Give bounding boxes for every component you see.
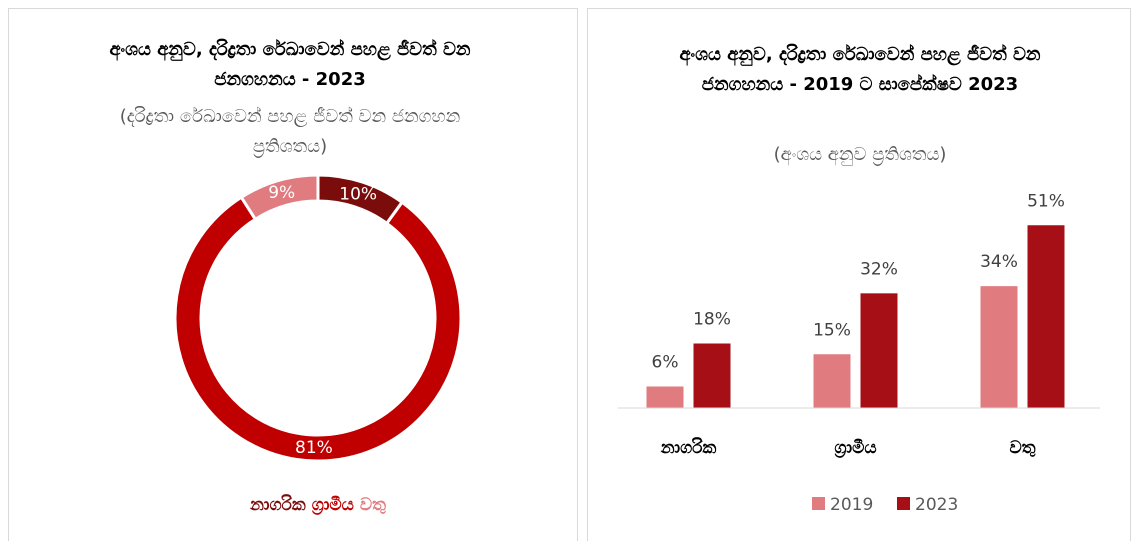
bar <box>980 286 1018 408</box>
data-label: 15% <box>813 320 851 340</box>
chart-subtitle: (අංශය අනුව ප්‍රතිශතය) <box>773 144 947 165</box>
bar <box>1027 225 1065 408</box>
legend-label: නාගරික <box>249 494 306 515</box>
right-panel <box>587 8 1131 541</box>
bar <box>860 293 898 408</box>
legend-swatch <box>812 497 825 510</box>
donut-slice <box>173 195 463 463</box>
data-label: 51% <box>1027 191 1065 211</box>
x-tick-label: නාගරික <box>660 437 717 458</box>
data-label: 81% <box>295 438 333 458</box>
data-label: 10% <box>339 184 377 204</box>
x-tick-label: ග්‍රාමීය <box>834 438 876 459</box>
bar <box>646 386 684 408</box>
data-label: 34% <box>980 252 1018 272</box>
left-panel <box>8 8 578 541</box>
bar <box>693 343 731 408</box>
data-label: 18% <box>693 310 731 330</box>
donut-slice <box>239 173 320 222</box>
legend-label: වතු <box>360 495 386 515</box>
data-label: 6% <box>652 353 679 373</box>
legend-label: ග්‍රාමීය <box>312 495 354 516</box>
data-label: 32% <box>860 259 898 279</box>
legend: නාගරික ග්‍රාමීය වතු <box>249 494 386 516</box>
legend-label: 2019 <box>830 495 873 515</box>
chart-title: අංශය අනුව, දරිද්‍රතා රේඛාවෙන් පහළ ජීවත් … <box>109 39 471 90</box>
x-tick-label: වතු <box>1009 438 1035 458</box>
chart-title: අංශය අනුව, දරිද්‍රතා රේඛාවෙන් පහළ ජීවත් … <box>679 44 1041 95</box>
legend-swatch <box>897 497 910 510</box>
legend-label: 2023 <box>915 495 958 515</box>
chart-subtitle: (දරිද්‍රතා රේඛාවෙන් පහළ ජීවත් වන ජනගහන ප… <box>119 106 461 157</box>
bar <box>813 354 851 408</box>
data-label: 9% <box>268 183 295 203</box>
